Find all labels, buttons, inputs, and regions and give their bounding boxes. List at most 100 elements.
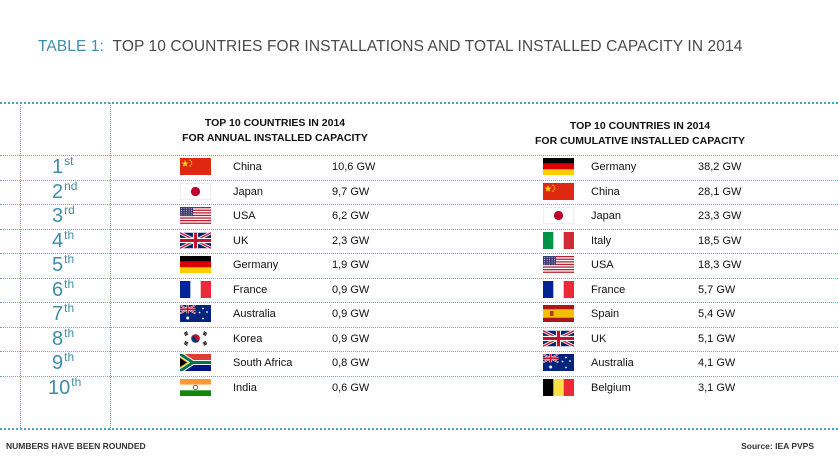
cumulative-country-name: UK — [591, 332, 607, 345]
annual-heading-line2: FOR ANNUAL INSTALLED CAPACITY — [182, 132, 368, 144]
rank-suffix: th — [64, 227, 75, 242]
table-label: TABLE 1: — [38, 38, 104, 55]
cumulative-capacity-value: 28,1 GW — [698, 185, 742, 198]
annual-capacity-value: 2,3 GW — [332, 234, 370, 247]
rank-number: 9 — [52, 352, 64, 374]
rank-label: 1st — [52, 154, 132, 180]
annual-capacity-value: 0,9 GW — [332, 308, 370, 320]
germany-flag-icon — [543, 158, 574, 175]
cumulative-capacity-value: 3,1 GW — [698, 381, 736, 394]
annual-country-name: India — [233, 381, 257, 394]
annual-capacity-value: 6,2 GW — [332, 210, 370, 222]
cumulative-heading-line1: TOP 10 COUNTRIES IN 2014 — [569, 120, 711, 132]
india-flag-icon — [180, 378, 211, 396]
row-divider — [0, 302, 838, 303]
annual-country-name: France — [233, 283, 268, 296]
germany-flag-icon — [180, 256, 211, 273]
cumulative-capacity-value: 18,3 GW — [698, 259, 742, 271]
annual-country-name: UK — [233, 234, 249, 247]
annual-country-name: Australia — [233, 308, 276, 320]
annual-country-name: USA — [233, 210, 256, 222]
usa-flag-icon — [543, 256, 574, 273]
annual-capacity-value: 10,6 GW — [332, 161, 376, 173]
cumulative-capacity-value: 5,7 GW — [698, 283, 736, 296]
rank-label: 6th — [52, 276, 132, 303]
rank-number: 5 — [52, 254, 64, 276]
row-divider — [0, 376, 838, 377]
rank-label: 2nd — [52, 178, 132, 205]
table-column-divider — [20, 103, 21, 430]
rank-label: 10th — [48, 374, 128, 401]
cumulative-country-name: Germany — [591, 161, 637, 173]
cumulative-capacity-value: 4,1 GW — [698, 357, 736, 369]
rank-number: 4 — [52, 229, 64, 252]
cumulative-country-name: Spain — [591, 308, 620, 320]
table-column-divider — [110, 103, 111, 430]
annual-capacity-value: 0,9 GW — [332, 283, 370, 296]
rank-number: 8 — [52, 327, 64, 350]
rank-suffix: st — [64, 154, 74, 168]
rank-label: 9th — [52, 350, 132, 376]
row-divider — [0, 351, 838, 352]
italy-flag-icon — [543, 231, 574, 249]
annual-capacity-value: 9,7 GW — [332, 185, 370, 198]
cumulative-capacity-value: 5,4 GW — [698, 308, 736, 320]
row-divider — [0, 253, 838, 254]
australia-flag-icon — [179, 304, 211, 322]
south-africa-flag-icon — [178, 351, 211, 374]
france-flag-icon — [543, 280, 574, 298]
annual-capacity-value: 0,8 GW — [332, 357, 370, 369]
table-title: TABLE 1: TOP 10 COUNTRIES FOR INSTALLATI… — [38, 38, 742, 56]
annual-capacity-value: 0,6 GW — [332, 381, 370, 394]
belgium-flag-icon — [543, 378, 574, 396]
row-divider — [0, 229, 838, 230]
spain-flag-icon — [543, 305, 574, 322]
rank-suffix: th — [64, 252, 75, 266]
cumulative-capacity-value: 38,2 GW — [698, 161, 742, 173]
table-top-rule — [0, 102, 838, 104]
table-title-text: TOP 10 COUNTRIES FOR INSTALLATIONS AND T… — [112, 38, 743, 55]
rank-suffix: th — [64, 325, 75, 340]
row-divider — [0, 278, 838, 279]
rank-label: 7th — [52, 301, 132, 327]
annual-country-name: South Africa — [233, 357, 293, 369]
uk-flag-icon — [542, 328, 575, 348]
annual-country-name: China — [233, 161, 262, 173]
france-flag-icon — [180, 280, 211, 298]
usa-flag-icon — [180, 207, 211, 224]
rank-suffix: rd — [64, 203, 75, 217]
rank-label: 8th — [52, 325, 132, 352]
annual-country-name: Germany — [233, 259, 279, 271]
table-bottom-rule — [0, 428, 838, 430]
rank-number: 1 — [52, 156, 64, 178]
row-divider — [0, 155, 838, 156]
cumulative-country-name: Australia — [591, 357, 634, 369]
rank-label: 5th — [52, 252, 132, 278]
rank-suffix: nd — [64, 178, 78, 193]
china-flag-icon — [180, 158, 211, 175]
row-divider — [0, 180, 838, 181]
korea-flag-icon — [180, 329, 211, 347]
uk-flag-icon — [179, 230, 212, 250]
cumulative-country-name: Belgium — [591, 381, 631, 394]
japan-flag-icon — [542, 206, 575, 225]
annual-column-heading: TOP 10 COUNTRIES IN 2014 FOR ANNUAL INST… — [170, 116, 380, 146]
rank-label: 4th — [52, 227, 132, 254]
rank-suffix: th — [64, 350, 75, 364]
footer-source: Source: IEA PVPS — [741, 441, 814, 451]
cumulative-country-name: France — [591, 283, 626, 296]
annual-country-name: Japan — [233, 185, 263, 198]
annual-capacity-value: 0,9 GW — [332, 332, 370, 345]
footer-note: NUMBERS HAVE BEEN ROUNDED — [6, 441, 146, 451]
cumulative-capacity-value: 18,5 GW — [698, 234, 742, 247]
rank-suffix: th — [71, 374, 82, 389]
australia-flag-icon — [542, 353, 574, 371]
cumulative-heading-line2: FOR CUMULATIVE INSTALLED CAPACITY — [535, 135, 745, 147]
row-divider — [0, 327, 838, 328]
cumulative-country-name: USA — [591, 259, 614, 271]
annual-country-name: Korea — [233, 332, 263, 345]
cumulative-capacity-value: 5,1 GW — [698, 332, 736, 345]
rank-number: 2 — [52, 180, 64, 203]
china-flag-icon — [543, 182, 574, 200]
rank-suffix: th — [64, 276, 75, 291]
